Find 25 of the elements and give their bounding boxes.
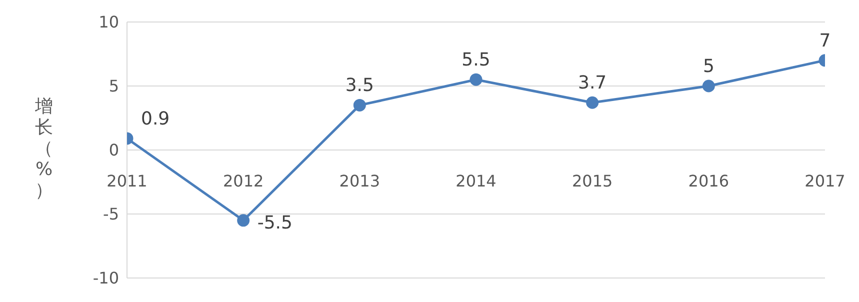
y-tick-label: 10 (98, 12, 119, 32)
data-label: 5 (702, 56, 714, 77)
data-label: 3.7 (578, 72, 607, 94)
data-label: -5.5 (257, 212, 292, 234)
x-tick-label: 2017 (804, 172, 846, 190)
y-tick-label: 5 (108, 76, 119, 96)
point (470, 73, 482, 86)
x-tick-label: 2011 (106, 172, 148, 190)
x-tick-label: 2013 (339, 172, 380, 190)
y-tick-label: -10 (92, 268, 119, 288)
data-label: 5.5 (462, 50, 490, 71)
y-tick-label: 0 (108, 140, 119, 160)
data-label: 7 (819, 30, 831, 52)
x-tick-label: 2016 (688, 172, 730, 190)
data-label: 0.9 (141, 108, 170, 130)
x-tick-label: 2015 (572, 172, 613, 190)
y-tick-label: -5 (103, 204, 119, 224)
data-label: 3.5 (345, 75, 374, 96)
point (702, 80, 715, 92)
x-tick-label: 2014 (456, 172, 496, 190)
x-tick-label: 2012 (222, 172, 264, 190)
point (353, 98, 366, 112)
point (237, 214, 250, 227)
y-axis-title: 增长（%） (34, 96, 54, 201)
point (586, 96, 599, 109)
